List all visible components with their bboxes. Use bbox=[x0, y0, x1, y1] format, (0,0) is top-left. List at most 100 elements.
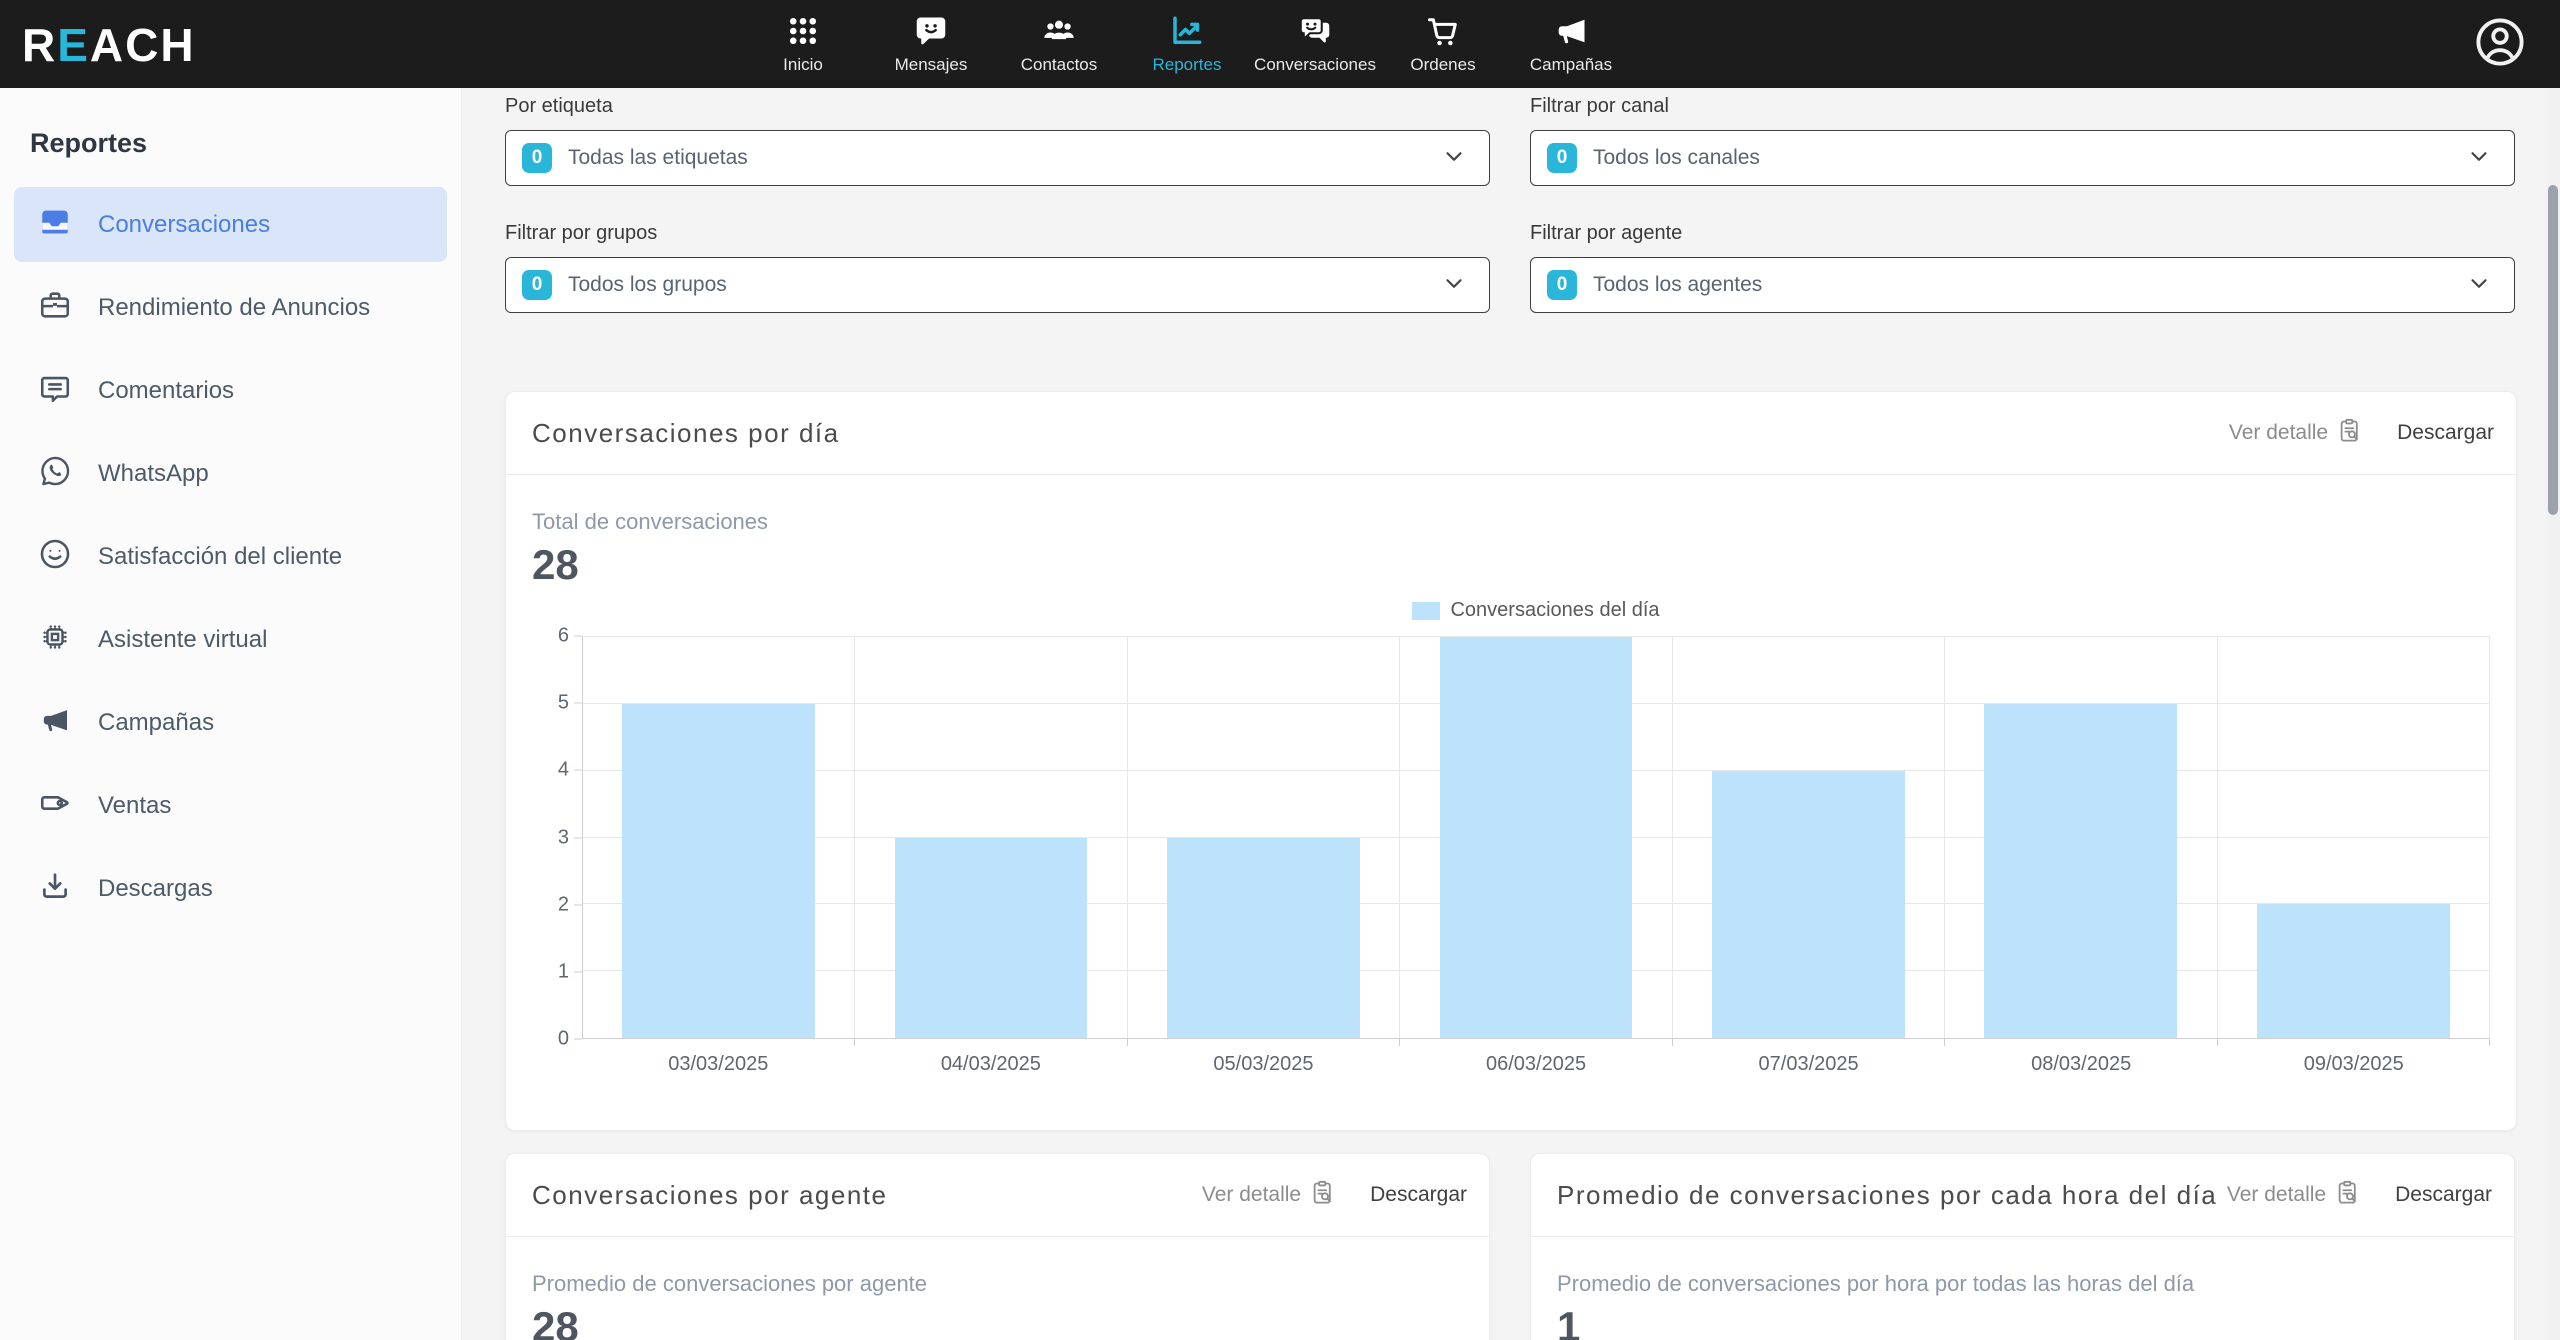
bar-chart: 6 5 4 3 2 1 0 03/03/2025 04/03/2025 05/03/2025 06… bbox=[532, 625, 2491, 1076]
bar-09/03/2025 bbox=[2256, 904, 2450, 1038]
nav-item-inicio[interactable]: Inicio bbox=[739, 0, 867, 88]
x-tick-label: 06/03/2025 bbox=[1485, 1053, 1587, 1075]
card-body: Promedio de conversaciones por hora por … bbox=[1531, 1237, 2514, 1340]
grid-icon bbox=[785, 13, 821, 49]
nav-item-label: Campañas bbox=[1529, 55, 1613, 74]
filter-label: Filtrar por agente bbox=[1530, 222, 1683, 244]
megaphone-icon bbox=[1553, 13, 1589, 49]
sidebar-item-comentarios[interactable]: Comentarios bbox=[14, 353, 447, 428]
top-nav: REACH Inicio Mensajes bbox=[0, 0, 2560, 88]
ver-detalle-link[interactable]: Ver detalle bbox=[2229, 417, 2363, 450]
descargar-link[interactable]: Descargar bbox=[2395, 1183, 2492, 1206]
sidebar-item-label: Comentarios bbox=[98, 376, 235, 404]
x-tick-label: 03/03/2025 bbox=[668, 1053, 769, 1075]
detail-search-icon bbox=[2336, 417, 2363, 450]
smiley-icon bbox=[38, 537, 72, 576]
user-avatar-button[interactable] bbox=[2472, 16, 2528, 72]
ver-detalle-label: Ver detalle bbox=[2226, 1183, 2327, 1206]
chevron-down-icon bbox=[2466, 143, 2492, 174]
chart-legend: Conversaciones del día bbox=[582, 599, 2490, 622]
sidebar-item-conversaciones[interactable]: Conversaciones bbox=[14, 187, 447, 262]
count-badge: 0 bbox=[522, 270, 552, 300]
bar-05/03/2025 bbox=[1167, 837, 1360, 1038]
reach-logo: REACH bbox=[22, 18, 196, 72]
chart-category bbox=[1945, 637, 2218, 1046]
sidebar-item-rendimiento-de-anuncios[interactable]: Rendimiento de Anuncios bbox=[14, 270, 447, 345]
sidebar-item-label: Rendimiento de Anuncios bbox=[98, 293, 371, 321]
filter-canal-select[interactable]: 0 Todos los canales bbox=[1530, 130, 2515, 186]
y-tick-label: 1 bbox=[558, 960, 582, 983]
nav-item-conversaciones[interactable]: Conversaciones bbox=[1251, 0, 1379, 88]
card-links: Ver detalle Descargar bbox=[2229, 417, 2494, 450]
sidebar-item-label: Conversaciones bbox=[98, 210, 271, 238]
chart-category bbox=[1400, 637, 1674, 1046]
filters: Por etiqueta 0 Todas las etiquetas Filtr… bbox=[505, 95, 2515, 349]
card-header: Conversaciones por agente Ver detalle bbox=[506, 1154, 1489, 1236]
card-title: Conversaciones por agente bbox=[532, 1179, 888, 1210]
filter-label: Por etiqueta bbox=[505, 95, 613, 117]
bar-03/03/2025 bbox=[622, 703, 816, 1038]
descargar-link[interactable]: Descargar bbox=[2397, 421, 2494, 444]
filter-grupos: Filtrar por grupos 0 Todos los grupos bbox=[505, 222, 1490, 313]
chart-category bbox=[2218, 637, 2491, 1046]
metric-value: 28 bbox=[532, 1303, 579, 1340]
filter-agente: Filtrar por agente 0 Todos los agentes bbox=[1530, 222, 2515, 313]
sidebar-item-ventas[interactable]: Ventas bbox=[14, 768, 447, 843]
filter-grupos-select[interactable]: 0 Todos los grupos bbox=[505, 257, 1490, 313]
sidebar-item-campanas[interactable]: Campañas bbox=[14, 685, 447, 760]
sidebar-item-asistente-virtual[interactable]: Asistente virtual bbox=[14, 602, 447, 677]
count-badge: 0 bbox=[522, 143, 552, 173]
card-title: Promedio de conversaciones por cada hora… bbox=[1557, 1179, 2218, 1210]
filter-etiqueta-select[interactable]: 0 Todas las etiquetas bbox=[505, 130, 1490, 186]
filter-etiqueta: Por etiqueta 0 Todas las etiquetas bbox=[505, 95, 1490, 186]
conversations-icon bbox=[38, 205, 72, 244]
detail-search-icon bbox=[1309, 1179, 1336, 1212]
nav-item-label: Ordenes bbox=[1410, 55, 1476, 74]
card-body: Promedio de conversaciones por agente 28… bbox=[506, 1237, 1489, 1340]
select-value: Todas las etiquetas bbox=[568, 146, 748, 169]
tag-icon bbox=[38, 786, 72, 825]
chart-category bbox=[1673, 637, 1946, 1046]
sidebar-item-satisfaccion-del-cliente[interactable]: Satisfacción del cliente bbox=[14, 519, 447, 594]
x-tick-label: 04/03/2025 bbox=[940, 1053, 1041, 1075]
sidebar-item-label: Satisfacción del cliente bbox=[98, 542, 343, 570]
sidebar-item-label: Asistente virtual bbox=[98, 625, 268, 653]
count-badge: 0 bbox=[1547, 143, 1577, 173]
ver-detalle-link[interactable]: Ver detalle bbox=[2227, 1179, 2361, 1212]
filter-agente-select[interactable]: 0 Todos los agentes bbox=[1530, 257, 2515, 313]
bar-06/03/2025 bbox=[1439, 637, 1633, 1038]
chart-category bbox=[1128, 637, 1401, 1046]
metric-value: 28 bbox=[532, 541, 579, 588]
people-icon bbox=[1041, 13, 1077, 49]
y-tick-label: 4 bbox=[558, 759, 582, 782]
nav-item-label: Inicio bbox=[783, 55, 823, 74]
sidebar-item-descargas[interactable]: Descargas bbox=[14, 851, 447, 926]
nav-item-reportes[interactable]: Reportes bbox=[1123, 0, 1251, 88]
ver-detalle-link[interactable]: Ver detalle bbox=[1202, 1179, 1336, 1212]
card-header: Conversaciones por día Ver detalle bbox=[506, 392, 2516, 474]
descargar-link[interactable]: Descargar bbox=[1370, 1183, 1467, 1206]
nav-item-label: Conversaciones bbox=[1254, 55, 1376, 74]
chart-category bbox=[855, 637, 1129, 1046]
chip-icon bbox=[38, 620, 72, 659]
select-value: Todos los grupos bbox=[568, 273, 727, 296]
sidebar-item-whatsapp[interactable]: WhatsApp bbox=[14, 436, 447, 511]
nav-item-campanas[interactable]: Campañas bbox=[1507, 0, 1635, 88]
ver-detalle-label: Ver detalle bbox=[2228, 421, 2329, 444]
comment-icon bbox=[38, 371, 72, 410]
y-axis-labels: 6 5 4 3 2 1 0 bbox=[532, 625, 582, 1050]
sidebar: Reportes Conversaciones Ren bbox=[0, 88, 462, 1340]
y-tick-label: 0 bbox=[558, 1028, 582, 1051]
logo-letter-r: R bbox=[22, 19, 58, 71]
main-content: Por etiqueta 0 Todas las etiquetas Filtr… bbox=[462, 88, 2560, 1340]
chevron-down-icon bbox=[2466, 270, 2492, 301]
nav-item-contactos[interactable]: Contactos bbox=[995, 0, 1123, 88]
bottom-cards-row: Conversaciones por agente Ver detalle bbox=[505, 1153, 2515, 1340]
page-scrollbar-thumb[interactable] bbox=[2548, 185, 2558, 515]
chart-plot bbox=[582, 636, 2491, 1046]
megaphone-icon bbox=[38, 703, 72, 742]
filter-label: Filtrar por canal bbox=[1530, 95, 1669, 117]
logo-letter-e: E bbox=[57, 19, 90, 71]
nav-item-mensajes[interactable]: Mensajes bbox=[867, 0, 995, 88]
nav-item-ordenes[interactable]: Ordenes bbox=[1379, 0, 1507, 88]
